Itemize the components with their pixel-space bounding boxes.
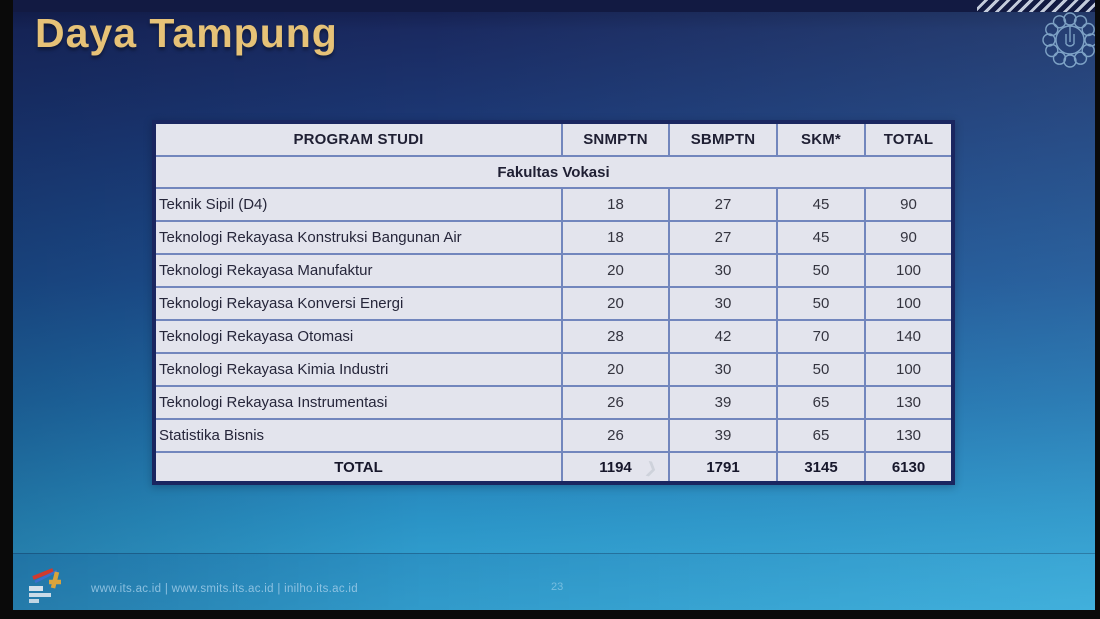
value-cell: 28 — [561, 321, 668, 352]
its-wonderful-logo-icon — [29, 568, 61, 603]
column-header-sbmptn: SBMPTN — [668, 124, 776, 155]
footer-links: www.its.ac.id | www.smits.its.ac.id | in… — [91, 583, 358, 595]
program-name-cell: Teknologi Rekayasa Konstruksi Bangunan A… — [159, 229, 462, 246]
column-header-program: PROGRAM STUDI — [293, 131, 424, 148]
value-cell: 100 — [864, 255, 951, 286]
value-cell: 65 — [776, 420, 864, 451]
slide-title: Daya Tampung — [35, 10, 338, 56]
table-row: Teknik Sipil (D4) 18 27 45 90 — [156, 187, 951, 220]
footer-band: www.its.ac.id | www.smits.its.ac.id | in… — [13, 553, 1095, 610]
value-cell: 26 — [561, 387, 668, 418]
value-cell: 90 — [864, 189, 951, 220]
value-cell: 50 — [776, 255, 864, 286]
program-name-cell: Teknik Sipil (D4) — [159, 196, 268, 213]
table-section-row: Fakultas Vokasi — [156, 155, 951, 187]
total-value-cell: 1791 — [668, 453, 776, 481]
value-cell: 27 — [668, 189, 776, 220]
program-name-cell: Statistika Bisnis — [159, 427, 265, 444]
column-header-skm: SKM* — [776, 124, 864, 155]
program-name-cell: Teknologi Rekayasa Konversi Energi — [159, 295, 404, 312]
value-cell: 100 — [864, 354, 951, 385]
program-name-cell: Teknologi Rekayasa Manufaktur — [159, 262, 373, 279]
value-cell: 27 — [668, 222, 776, 253]
value-cell: 20 — [561, 255, 668, 286]
table-header-row: PROGRAM STUDI SNMPTN SBMPTN SKM* TOTAL — [156, 124, 951, 155]
table-total-row: TOTAL 1194 1791 3145 6130 — [156, 451, 951, 481]
value-cell: 130 — [864, 387, 951, 418]
diagonal-stripes-icon — [977, 0, 1095, 12]
value-cell: 20 — [561, 288, 668, 319]
table-row: Statistika Bisnis 26 39 65 130 — [156, 418, 951, 451]
table-row: Teknologi Rekayasa Kimia Industri 20 30 … — [156, 352, 951, 385]
value-cell: 30 — [668, 288, 776, 319]
total-value-cell: 3145 — [776, 453, 864, 481]
value-cell: 39 — [668, 420, 776, 451]
value-cell: 65 — [776, 387, 864, 418]
value-cell: 20 — [561, 354, 668, 385]
total-value-cell: 1194 — [561, 453, 668, 481]
value-cell: 18 — [561, 222, 668, 253]
table-row: Teknologi Rekayasa Konstruksi Bangunan A… — [156, 220, 951, 253]
value-cell: 45 — [776, 222, 864, 253]
value-cell: 90 — [864, 222, 951, 253]
program-name-cell: Teknologi Rekayasa Otomasi — [159, 328, 354, 345]
capacity-table: PROGRAM STUDI SNMPTN SBMPTN SKM* TOTAL F… — [152, 120, 955, 485]
value-cell: 100 — [864, 288, 951, 319]
value-cell: 18 — [561, 189, 668, 220]
program-name-cell: Teknologi Rekayasa Kimia Industri — [159, 361, 389, 378]
table-row: Teknologi Rekayasa Otomasi 28 42 70 140 — [156, 319, 951, 352]
section-title: Fakultas Vokasi — [497, 163, 610, 181]
column-header-total: TOTAL — [864, 124, 951, 155]
value-cell: 45 — [776, 189, 864, 220]
value-cell: 30 — [668, 255, 776, 286]
value-cell: 26 — [561, 420, 668, 451]
program-name-cell: Teknologi Rekayasa Instrumentasi — [159, 394, 388, 411]
value-cell: 50 — [776, 354, 864, 385]
table-row: Teknologi Rekayasa Instrumentasi 26 39 6… — [156, 385, 951, 418]
value-cell: 30 — [668, 354, 776, 385]
value-cell: 130 — [864, 420, 951, 451]
page-number: 23 — [551, 581, 564, 593]
value-cell: 50 — [776, 288, 864, 319]
value-cell: 140 — [864, 321, 951, 352]
value-cell: 39 — [668, 387, 776, 418]
its-emblem-icon — [1042, 12, 1095, 68]
value-cell: 70 — [776, 321, 864, 352]
total-value-cell: 6130 — [864, 453, 951, 481]
slide: Daya Tampung PROGRAM STUDI SNMPTN SBMPTN… — [13, 0, 1095, 610]
value-cell: 42 — [668, 321, 776, 352]
column-header-snmptn: SNMPTN — [561, 124, 668, 155]
table-row: Teknologi Rekayasa Manufaktur 20 30 50 1… — [156, 253, 951, 286]
top-band — [13, 0, 1095, 12]
total-label-cell: TOTAL — [334, 458, 383, 476]
table-row: Teknologi Rekayasa Konversi Energi 20 30… — [156, 286, 951, 319]
